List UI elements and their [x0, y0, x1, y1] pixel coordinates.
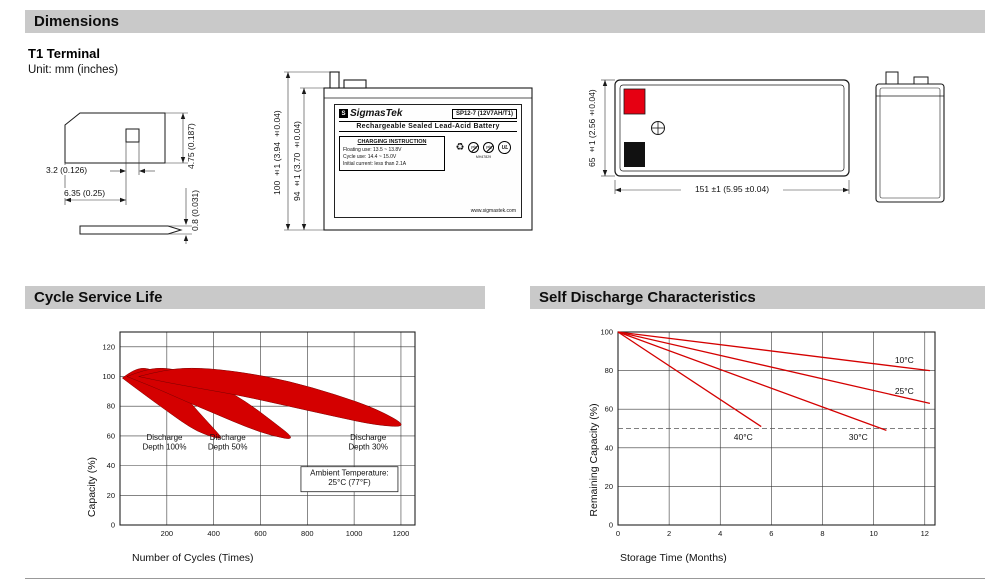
bottom-rule [25, 578, 985, 579]
ul-file-number: MH47829 [475, 155, 492, 159]
svg-text:40: 40 [605, 443, 613, 452]
battery-end-view-drawing [862, 60, 962, 215]
svg-text:0: 0 [609, 521, 613, 530]
svg-text:12: 12 [921, 529, 929, 538]
battery-top-view-drawing: 65 ±1 (2.56±0.04) 151 ±1 (5.95 ±0.04) [585, 72, 865, 197]
svg-text:200: 200 [161, 529, 174, 538]
section-title-dimensions: Dimensions [34, 13, 120, 30]
svg-text:Storage Time (Months): Storage Time (Months) [620, 552, 727, 564]
svg-text:25°C: 25°C [895, 386, 914, 396]
brand-name: SigmasTek [350, 108, 403, 119]
svg-text:80: 80 [605, 366, 613, 375]
section-title-self-discharge: Self Discharge Characteristics [539, 289, 756, 306]
charging-line-1: Floating use: 13.5 ~ 13.8V [343, 147, 402, 153]
recycle-icon: ♻ [455, 141, 465, 153]
unit-note: Unit: mm (inches) [28, 64, 119, 76]
svg-text:20: 20 [107, 491, 115, 500]
self-discharge-chart: 0 2 4 6 8 10 12 0 20 40 60 80 100 Storage Time (Month… [588, 328, 936, 564]
svg-text:60: 60 [605, 405, 613, 414]
svg-text:6: 6 [769, 529, 773, 538]
terminal-thickness-dim: 0.8 (0.031) [190, 189, 200, 231]
svg-text:60: 60 [107, 431, 115, 440]
svg-text:80: 80 [107, 402, 115, 411]
front-case-height-dim: 94 ±1 (3.70 ±0.04) [292, 120, 302, 201]
section-header-cycle-service-life: Cycle Service Life [25, 286, 485, 309]
section-header-self-discharge: Self Discharge Characteristics [530, 286, 985, 309]
svg-text:0: 0 [616, 529, 620, 538]
section-title-cycle: Cycle Service Life [34, 289, 163, 306]
cycle-service-life-chart: 200 400 600 800 1000 1200 0 20 40 60 80 100 120 Numbe… [86, 331, 416, 564]
svg-text:120: 120 [102, 342, 115, 351]
svg-text:100: 100 [600, 328, 613, 337]
charging-instruction-title: CHARGING INSTRUCTION [357, 139, 427, 145]
terminal-tab-dim: 6.35 (0.25) [64, 188, 106, 198]
product-type-text: Rechargeable Sealed Lead-Acid Battery [339, 121, 517, 132]
svg-text:2: 2 [667, 529, 671, 538]
section-header-dimensions: Dimensions [25, 10, 985, 33]
svg-text:4: 4 [718, 529, 722, 538]
svg-text:600: 600 [254, 529, 267, 538]
lead-recycle-icon: Pb [483, 142, 495, 153]
negative-terminal-black [624, 142, 645, 167]
svg-text:Number of Cycles (Times): Number of Cycles (Times) [132, 552, 254, 564]
svg-text:Capacity (%): Capacity (%) [86, 457, 98, 517]
svg-text:0: 0 [111, 521, 115, 530]
website-text: www.sigmastek.com [470, 208, 516, 214]
svg-text:40: 40 [107, 461, 115, 470]
battery-front-view-drawing: 100 ±1 (3.94 ±0.04) 94 ±1 (3.70 ±0.04) S… [272, 58, 540, 273]
svg-text:30°C: 30°C [849, 432, 868, 442]
front-total-height-dim: 100 ±1 (3.94 ±0.04) [272, 110, 282, 195]
positive-terminal-red [623, 88, 646, 115]
terminal-type-title: T1 Terminal [28, 46, 101, 61]
terminal-height-dim: 4.75 (0.187) [186, 123, 196, 169]
charging-line-3: Initial current: less than 2.1A [343, 161, 407, 167]
product-label-header: S SigmasTek SP12-7 (12V7AH/T1) [339, 108, 517, 119]
svg-text:8: 8 [820, 529, 824, 538]
top-view-length-dim: 151 ±1 (5.95 ±0.04) [681, 184, 783, 194]
charging-line-2: Cycle use: 14.4 ~ 15.0V [343, 154, 397, 160]
ul-certification-icon: UL [498, 141, 512, 154]
svg-text:Remaining Capacity (%): Remaining Capacity (%) [588, 403, 600, 516]
model-number: SP12-7 (12V7AH/T1) [451, 108, 517, 119]
svg-text:10: 10 [869, 529, 877, 538]
svg-text:10°C: 10°C [895, 355, 914, 365]
label-certification-area: ♻ Pb Pb UL MH47829 [450, 136, 517, 171]
terminal-hole-dim: 3.2 (0.126) [46, 165, 88, 175]
svg-text:400: 400 [207, 529, 220, 538]
svg-text:40°C: 40°C [734, 432, 753, 442]
sigmastek-logo-icon: S [339, 109, 348, 118]
product-label: S SigmasTek SP12-7 (12V7AH/T1) Rechargea… [334, 104, 522, 218]
top-view-width-dim: 65 ±1 (2.56±0.04) [587, 89, 597, 167]
battery-top-art [601, 79, 850, 194]
no-lead-disposal-icon: Pb [468, 142, 480, 153]
battery-end-art [875, 71, 945, 203]
brand-lockup: S SigmasTek [339, 108, 402, 119]
terminal-detail-art [64, 112, 192, 244]
vent-plus-icon [651, 121, 665, 135]
charging-instruction-box: CHARGING INSTRUCTION Floating use: 13.5 … [339, 136, 445, 171]
svg-text:20: 20 [605, 482, 613, 491]
svg-text:100: 100 [102, 372, 115, 381]
terminal-detail-drawing: 4.75 (0.187) 3.2 (0.126) 6.35 (0.25) 0.8… [40, 103, 275, 248]
svg-text:1200: 1200 [393, 529, 410, 538]
svg-text:1000: 1000 [346, 529, 363, 538]
svg-text:Ambient Temperature:25°C (77°F: Ambient Temperature: 25°C (77°F) [310, 469, 389, 488]
svg-text:800: 800 [301, 529, 314, 538]
